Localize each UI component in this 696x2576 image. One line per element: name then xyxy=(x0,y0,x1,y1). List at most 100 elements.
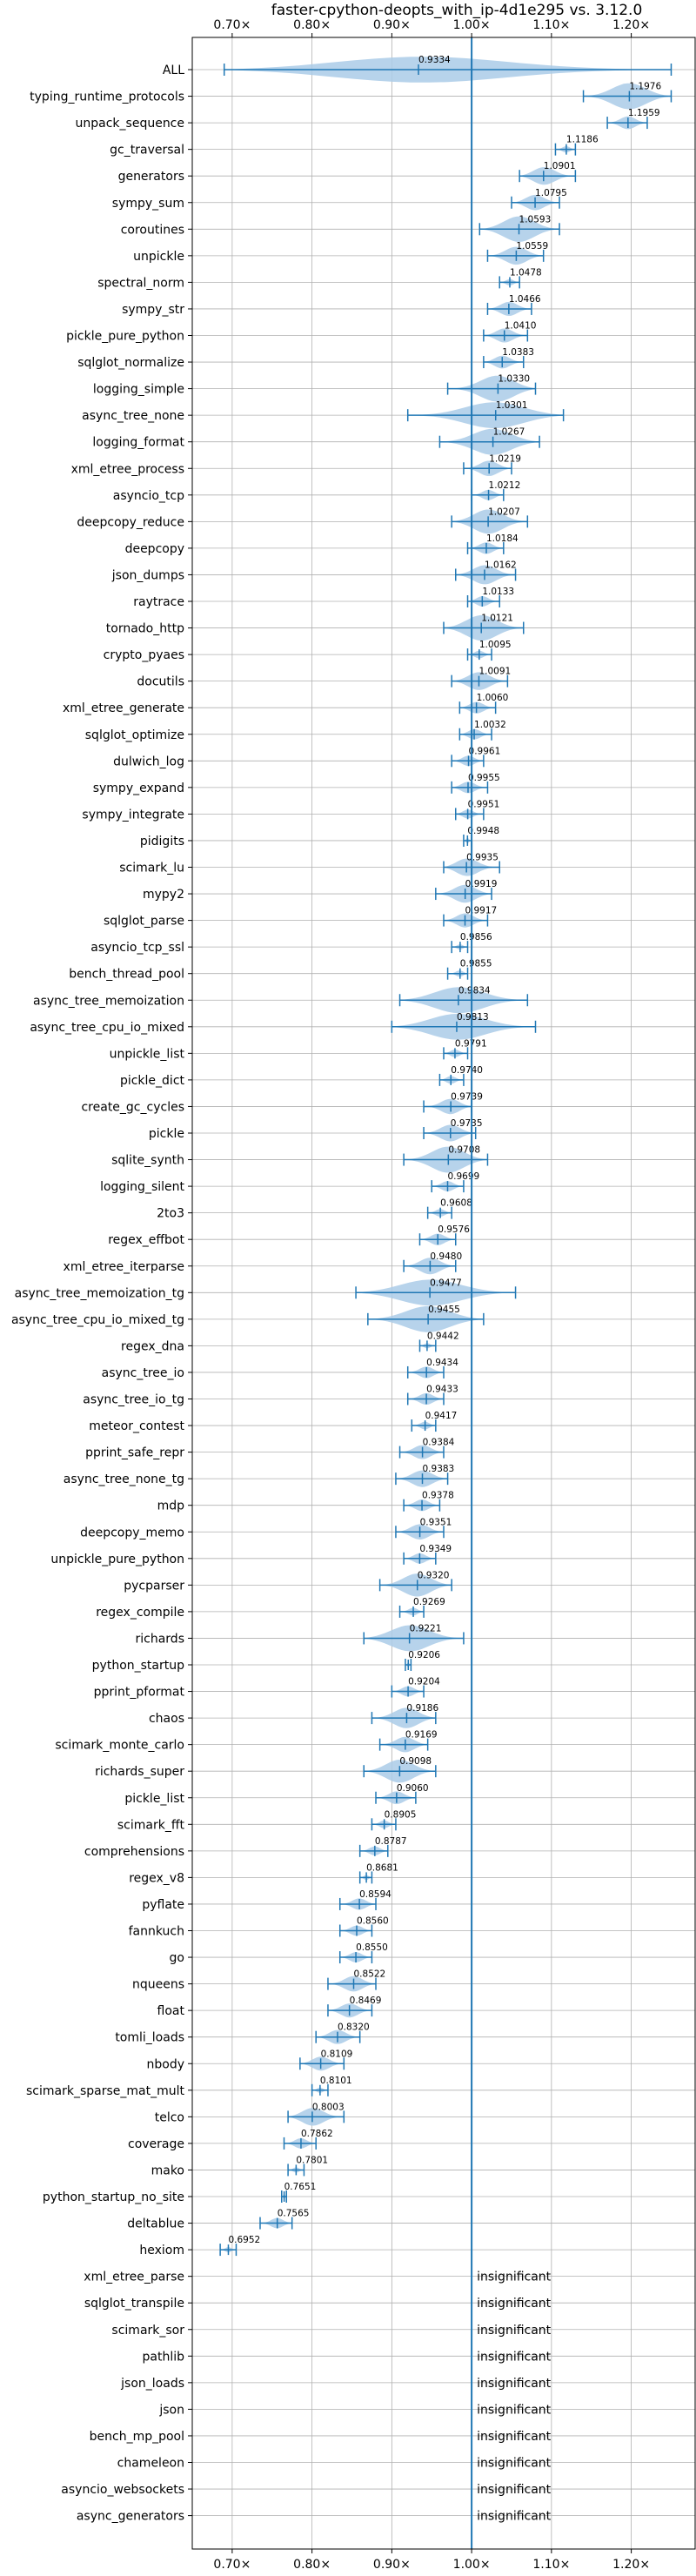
value-label: 1.0330 xyxy=(498,374,530,385)
value-label: 0.9206 xyxy=(408,1650,440,1660)
value-label: 1.0091 xyxy=(478,667,511,677)
benchmark-label: pathlib xyxy=(143,2350,185,2364)
insignificant-label: insignificant xyxy=(477,2271,552,2284)
plot-frame xyxy=(191,37,696,2550)
benchmark-label: nbody xyxy=(147,2057,185,2071)
benchmark-label: sqlglot_parse xyxy=(104,915,184,929)
benchmark-label: docutils xyxy=(137,675,184,689)
benchmark-label: pickle_dict xyxy=(120,1074,185,1088)
benchmark-label: typing_runtime_protocols xyxy=(30,91,184,104)
benchmark-label: scimark_sparse_mat_mult xyxy=(26,2084,184,2098)
value-label: 1.1186 xyxy=(566,135,599,145)
value-label: 1.0060 xyxy=(477,693,509,703)
benchmark-label: async_tree_cpu_io_mixed xyxy=(30,1021,184,1035)
benchmark-label: logging_simple xyxy=(93,383,184,397)
value-label: 1.0095 xyxy=(479,640,512,650)
insignificant-label: insignificant xyxy=(477,2510,552,2524)
benchmark-label: asyncio_websockets xyxy=(61,2483,184,2497)
value-label: 0.8594 xyxy=(359,1889,392,1900)
benchmark-label: pprint_safe_repr xyxy=(85,1446,184,1460)
benchmark-label: telco xyxy=(155,2110,184,2124)
benchmark-label: async_tree_cpu_io_mixed_tg xyxy=(11,1313,184,1327)
insignificant-label: insignificant xyxy=(477,2457,552,2471)
benchmark-label: scimark_sor xyxy=(111,2324,184,2338)
benchmark-rows: 0.9334 1.1976 1.1959 1.1186 1.0901 1.0795 1.05… xyxy=(219,37,673,2549)
benchmark-label: sqlglot_normalize xyxy=(77,356,184,370)
value-label: 0.9708 xyxy=(448,1145,480,1156)
value-label: 0.9378 xyxy=(422,1491,454,1501)
insignificant-label: insignificant xyxy=(477,2350,552,2364)
insignificant-label: insignificant xyxy=(477,2483,552,2497)
x-tick-label-bottom: 1.00× xyxy=(453,2558,491,2572)
benchmark-label: coverage xyxy=(128,2137,184,2151)
benchmark-label: coroutines xyxy=(121,223,184,237)
benchmark-label: async_tree_none_tg xyxy=(64,1472,184,1486)
value-label: 0.9917 xyxy=(465,906,497,916)
benchmark-label: async_generators xyxy=(77,2510,184,2524)
benchmark-label: raytrace xyxy=(133,595,184,609)
benchmark-label: regex_effbot xyxy=(108,1233,184,1247)
value-label: 1.0466 xyxy=(509,294,541,305)
benchmark-label: logging_format xyxy=(92,436,184,450)
value-label: 0.8101 xyxy=(320,2076,352,2086)
value-label: 0.9951 xyxy=(468,799,500,809)
value-label: 0.8522 xyxy=(354,1969,386,1980)
benchmark-label: scimark_fft xyxy=(117,1818,185,1832)
x-tick-label-bottom: 1.10× xyxy=(532,2558,570,2572)
value-label: 1.0267 xyxy=(493,427,525,438)
value-label: 0.9204 xyxy=(408,1677,440,1687)
benchmark-label: regex_v8 xyxy=(129,1871,184,1885)
benchmark-label: comprehensions xyxy=(84,1845,184,1859)
benchmark-label: go xyxy=(170,1951,184,1965)
benchmark-label: chameleon xyxy=(117,2457,184,2471)
value-label: 0.9813 xyxy=(457,1012,489,1023)
x-tick-label-bottom: 0.70× xyxy=(213,2558,251,2572)
benchmark-label: regex_compile xyxy=(96,1606,184,1620)
benchmark-label: json_dumps xyxy=(111,568,184,582)
benchmark-label: python_startup xyxy=(92,1659,184,1673)
benchmark-label: deepcopy_reduce xyxy=(77,515,184,529)
x-tick-label-bottom: 0.80× xyxy=(293,2558,331,2572)
value-label: 1.0133 xyxy=(482,587,514,597)
value-label: 0.9935 xyxy=(466,853,499,863)
benchmark-label: pickle_pure_python xyxy=(66,330,184,344)
benchmark-label: bench_thread_pool xyxy=(69,968,184,982)
value-label: 0.8003 xyxy=(312,2102,345,2112)
value-label: 0.9955 xyxy=(468,773,500,783)
value-label: 0.9334 xyxy=(418,55,451,65)
benchmark-label: async_tree_io xyxy=(102,1366,184,1380)
benchmark-label: meteor_contest xyxy=(89,1419,184,1433)
benchmark-label: json_loads xyxy=(120,2377,184,2391)
benchmark-label: pickle xyxy=(149,1127,184,1141)
benchmark-label: spectral_norm xyxy=(97,276,184,290)
value-label: 0.9442 xyxy=(427,1331,459,1341)
benchmark-label: sympy_sum xyxy=(112,197,184,211)
insignificant-label: insignificant xyxy=(477,2324,552,2338)
x-axis-ticks: 0.70× 0.70× 0.80× 0.80× 0.90× 0.90× 1.00× 1.00×… xyxy=(11,18,650,2572)
benchmark-label: unpack_sequence xyxy=(76,117,184,131)
benchmark-label: async_tree_none xyxy=(82,409,184,423)
value-label: 1.0383 xyxy=(502,347,534,358)
benchmark-label: unpickle_pure_python xyxy=(50,1553,184,1566)
value-label: 1.1976 xyxy=(629,82,661,92)
value-label: 0.9417 xyxy=(425,1411,458,1421)
value-label: 0.9269 xyxy=(413,1597,445,1607)
value-label: 0.9433 xyxy=(426,1385,458,1395)
benchmark-label: ALL xyxy=(163,64,184,77)
value-label: 0.9856 xyxy=(460,932,492,943)
value-label: 0.7565 xyxy=(278,2209,310,2219)
benchmark-label: mako xyxy=(151,2163,184,2177)
value-label: 1.0162 xyxy=(485,560,517,570)
benchmark-label: tomli_loads xyxy=(115,2031,184,2045)
benchmark-label: regex_dna xyxy=(121,1339,184,1353)
benchmark-label: logging_silent xyxy=(100,1180,184,1194)
value-label: 0.9740 xyxy=(451,1065,483,1076)
value-label: 0.9477 xyxy=(430,1278,462,1288)
x-tick-label-bottom: 0.90× xyxy=(373,2558,411,2572)
benchmark-label: richards xyxy=(136,1632,185,1646)
x-tick-label-top: 1.10× xyxy=(532,18,570,32)
x-tick-label-top: 1.20× xyxy=(612,18,650,32)
benchmark-label: deepcopy_memo xyxy=(80,1526,184,1540)
benchmark-label: sqlite_synth xyxy=(111,1154,184,1168)
